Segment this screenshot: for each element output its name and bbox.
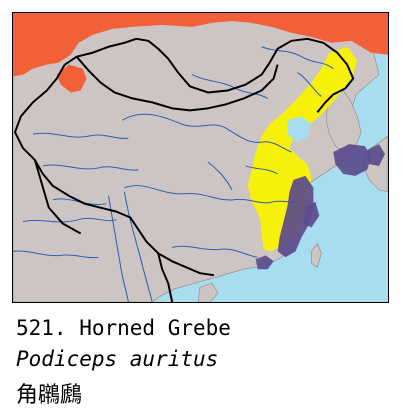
wintering-korea-coast (333, 144, 372, 176)
yangtze-river (124, 185, 300, 204)
breeding-range-north (13, 13, 388, 77)
mongolia-border (75, 56, 279, 112)
western-river-1 (32, 132, 129, 139)
ganges-river (13, 250, 99, 259)
huai-river (245, 165, 278, 175)
han-river (207, 161, 233, 190)
china-northern-border (64, 37, 348, 94)
pearl-river (172, 245, 258, 258)
scientific-name: Podiceps auritus (16, 347, 219, 371)
river-network (13, 46, 334, 302)
hainan-island (197, 282, 219, 302)
range-map-svg (13, 13, 388, 302)
yellow-river (122, 113, 292, 153)
western-river-2 (42, 164, 139, 171)
bohai-sea (287, 116, 312, 143)
india-nepal-border (33, 159, 82, 235)
wintering-japan-coast (367, 144, 386, 166)
wintering-yellow-sea (277, 175, 314, 258)
wintering-east-china-sea (303, 201, 320, 228)
songhua-river (297, 72, 322, 97)
amur-river (261, 46, 334, 70)
species-number-and-name: 521. Horned Grebe (16, 316, 231, 340)
china-korea-border (316, 64, 355, 113)
range-map (12, 12, 389, 303)
taiwan-island (311, 242, 322, 268)
mekong-river (123, 191, 153, 302)
china-western-border (13, 64, 215, 277)
breeding-range-west (56, 64, 87, 93)
wintering-south-coast (255, 255, 274, 270)
southeast-asia-border (157, 253, 174, 302)
national-borders (13, 37, 355, 302)
brahmaputra-river (22, 217, 117, 223)
chinese-name: 角鸊鷉 (16, 383, 83, 408)
salween-river (108, 195, 129, 302)
